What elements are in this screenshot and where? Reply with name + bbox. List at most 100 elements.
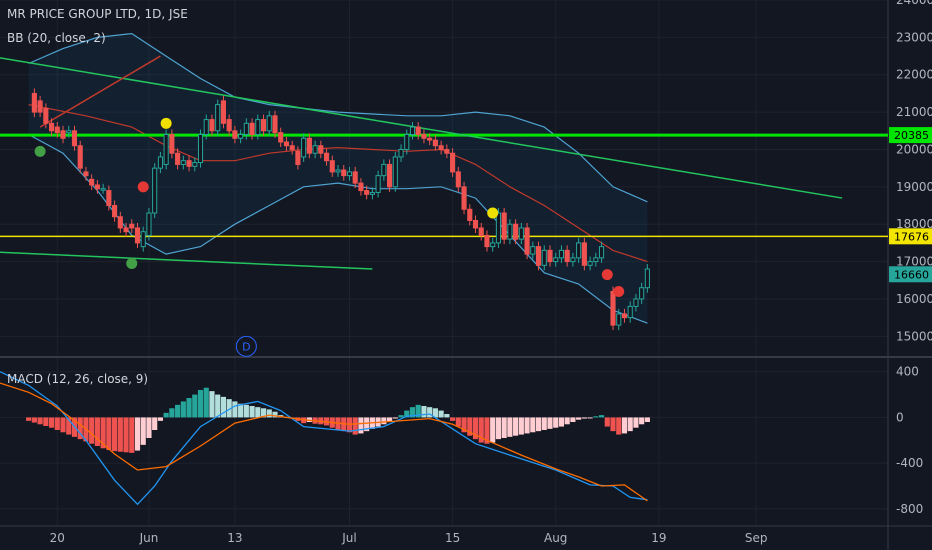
- price-tick-label: 21000: [896, 105, 932, 119]
- price-tick-label: 15000: [896, 329, 932, 343]
- price-tick-label: 16000: [896, 292, 932, 306]
- price-tag: [889, 228, 932, 245]
- macd-histogram-bar: [226, 399, 232, 418]
- candle-body: [318, 145, 324, 154]
- bollinger-lower-line: [28, 133, 648, 324]
- macd-histogram-bar: [610, 417, 616, 432]
- chart-title: MR PRICE GROUP LTD, 1D, JSE: [7, 7, 188, 21]
- candle-body: [558, 249, 565, 259]
- candle-body: [633, 298, 639, 307]
- horizontal-levels[interactable]: [0, 133, 888, 238]
- candle-body: [518, 227, 524, 240]
- candle-body: [450, 152, 456, 173]
- candle-body: [152, 167, 158, 214]
- time-tick-label: 20: [50, 531, 65, 545]
- macd-histogram-bar: [558, 417, 565, 427]
- macd-histogram-bar: [472, 417, 479, 440]
- macd-histogram-bar: [197, 390, 204, 418]
- price-tick-label: 24000: [896, 0, 932, 7]
- candle-body: [581, 242, 587, 266]
- macd-histogram-bar: [140, 417, 146, 445]
- macd-histogram-bar: [530, 417, 536, 433]
- candle-body: [123, 227, 129, 233]
- trend-lines[interactable]: [0, 55, 843, 270]
- macd-histogram-bar: [507, 417, 513, 437]
- macd-histogram-bar: [432, 408, 438, 418]
- macd-line: [0, 371, 648, 506]
- candle-body: [358, 182, 364, 192]
- macd-histogram-bar: [455, 417, 461, 427]
- macd-histogram-bar: [535, 417, 542, 432]
- candle-body: [83, 171, 89, 177]
- macd-histogram-bar: [450, 417, 456, 421]
- price-tag-label: 20385: [894, 129, 929, 142]
- candle-body: [444, 148, 450, 154]
- macd-histogram-bar: [392, 417, 398, 419]
- macd-histogram-bar: [100, 417, 106, 449]
- candle-body: [77, 145, 83, 169]
- candle-body: [220, 100, 226, 124]
- signal-marker: [613, 285, 625, 297]
- macd-histogram-bar: [581, 417, 587, 419]
- candle-body: [186, 160, 192, 167]
- candle-body: [341, 169, 347, 177]
- macd-histogram-bar: [31, 417, 37, 423]
- price-tick-label: 22000: [896, 68, 932, 82]
- macd-histogram-bar: [639, 417, 645, 425]
- candle-body: [266, 115, 272, 132]
- macd-histogram-bar: [215, 394, 221, 418]
- candle-body: [180, 160, 186, 165]
- candle-body: [639, 287, 645, 300]
- macd-histogram-bar: [587, 417, 593, 419]
- price-tick-label: 19000: [896, 180, 932, 194]
- macd-histogram-bar: [404, 410, 410, 418]
- candle-body: [112, 205, 118, 218]
- macd-histogram-bar: [576, 417, 582, 420]
- candle-body: [134, 227, 141, 244]
- candle-body: [312, 145, 318, 154]
- candle-body: [570, 257, 576, 263]
- candle-body: [455, 171, 461, 188]
- candle-body: [421, 134, 427, 139]
- candle-body: [295, 150, 301, 165]
- candle-body: [392, 156, 398, 188]
- macd-histogram-bar: [129, 417, 135, 453]
- candle-body: [94, 184, 100, 190]
- candle-body: [346, 171, 353, 177]
- candle-body: [404, 134, 410, 150]
- candle-body: [89, 178, 95, 186]
- macd-histogram-bar: [490, 417, 496, 443]
- macd-histogram-bar: [266, 409, 272, 418]
- candle-body: [352, 171, 358, 184]
- time-tick-label: Jun: [139, 531, 159, 545]
- candle-body: [283, 141, 290, 147]
- macd-histogram-bar: [616, 417, 622, 435]
- candle-body: [226, 119, 232, 132]
- macd-histogram-bar: [106, 417, 112, 450]
- macd-histogram-bar: [461, 417, 467, 433]
- macd-tick-label: -800: [896, 502, 923, 516]
- macd-histogram-bar: [421, 406, 427, 418]
- candle-body: [610, 290, 616, 326]
- signal-marker: [137, 181, 149, 193]
- macd-histogram-bar: [524, 417, 530, 434]
- trend-line: [0, 251, 373, 270]
- macd-tick-label: 400: [896, 365, 919, 379]
- candle-body: [501, 212, 507, 240]
- macd-histogram-bar: [438, 410, 444, 418]
- macd-histogram-bar: [89, 417, 95, 444]
- candle-body: [467, 208, 473, 221]
- dividend-marker: [235, 335, 257, 357]
- macd-histogram-bar: [564, 417, 570, 425]
- trend-line: [39, 55, 161, 128]
- macd-histogram-bar: [495, 417, 502, 440]
- candle-body: [541, 249, 547, 266]
- candle-body: [140, 231, 146, 248]
- macd-histogram-bar: [94, 417, 100, 446]
- macd-histogram-bar: [48, 417, 55, 428]
- candle-body: [461, 186, 467, 210]
- candle-body: [547, 249, 553, 263]
- macd-histogram-bar: [157, 417, 163, 421]
